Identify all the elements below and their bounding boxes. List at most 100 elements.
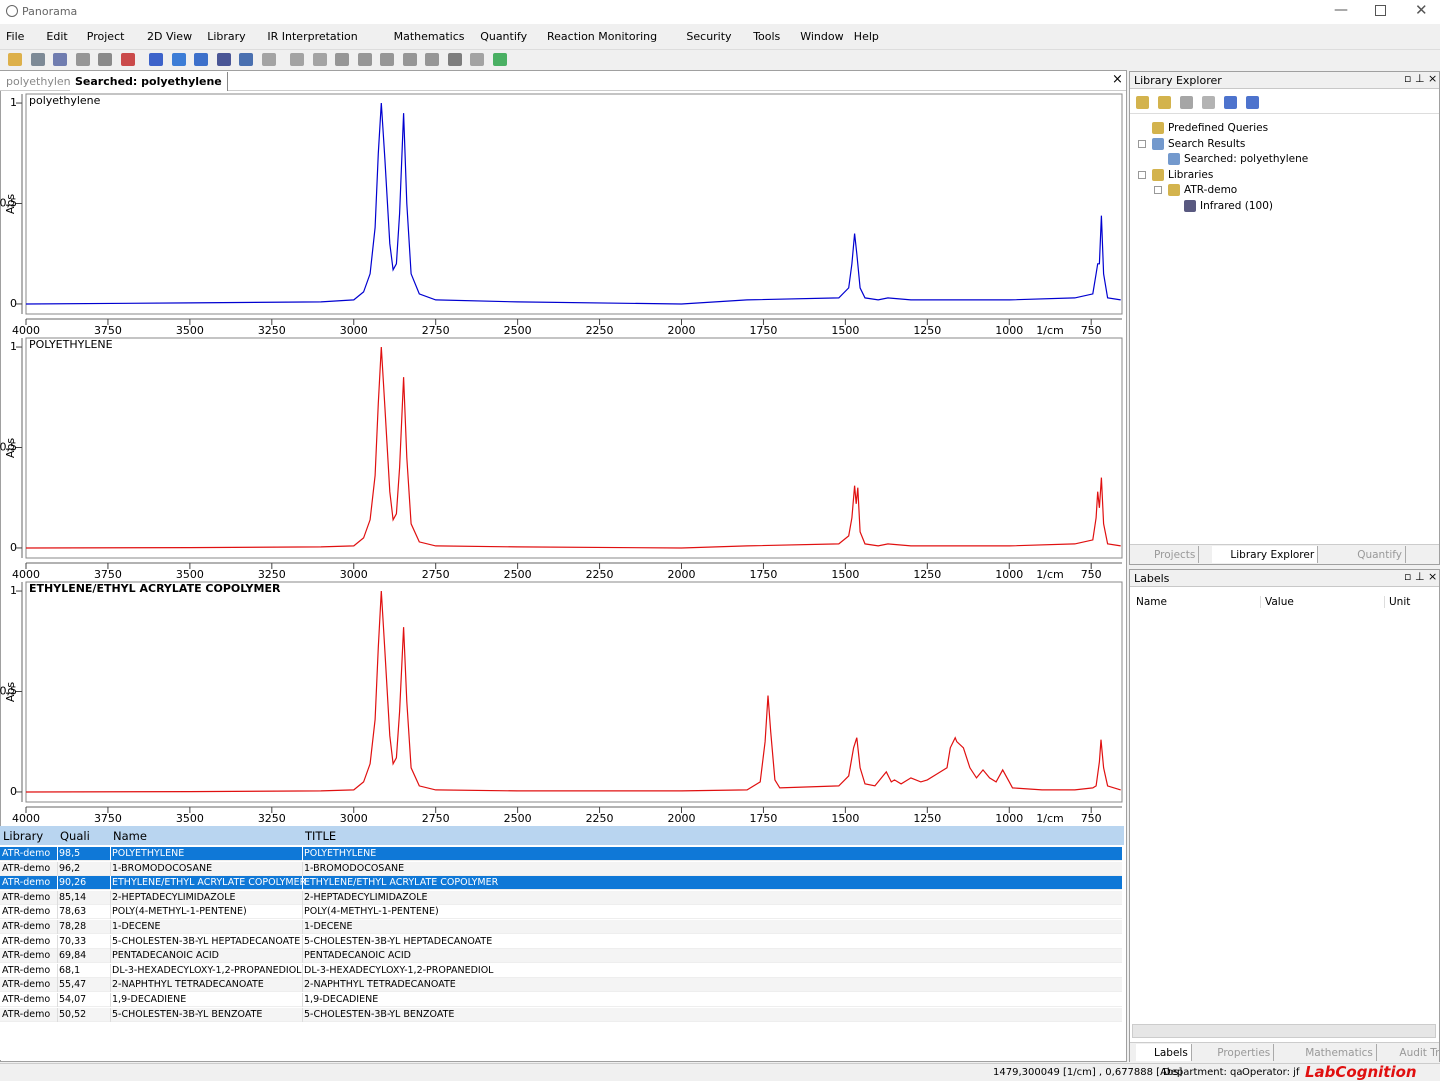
- toolbar-button[interactable]: [1136, 96, 1149, 109]
- table-row[interactable]: ATR-demo 85,14 2-HEPTADECYLIMIDAZOLE 2-HEPT…: [0, 890, 1122, 905]
- table-row[interactable]: ATR-demo 68,1 DL-3-HEXADECYLOXY-1,2-PROPAN…: [0, 963, 1122, 978]
- toolbar-button[interactable]: [261, 53, 276, 66]
- menu-item[interactable]: Project: [86, 30, 125, 43]
- toolbar-button[interactable]: [1158, 96, 1171, 109]
- table-row[interactable]: ATR-demo 70,33 5-CHOLESTEN-3B-YL HEPTADECA…: [0, 934, 1122, 949]
- panel-tab[interactable]: Projects: [1136, 546, 1200, 563]
- close-document[interactable]: ×: [1112, 72, 1123, 87]
- x-tick-label: 3000: [340, 324, 368, 337]
- panel-controls[interactable]: ▫ ⊥ ×: [1404, 570, 1438, 583]
- toolbar-button[interactable]: [120, 53, 135, 66]
- toolbar-button[interactable]: [312, 53, 327, 66]
- toolbar-button[interactable]: [53, 53, 67, 66]
- y-tick-label: 0: [10, 541, 17, 554]
- expander[interactable]: [1138, 139, 1146, 148]
- menu-item[interactable]: File: [6, 30, 25, 43]
- table-cell: 55,47: [59, 979, 87, 991]
- tree-icon: [1152, 168, 1164, 181]
- x-tick-label: 1500: [831, 812, 859, 825]
- toolbar-button[interactable]: [30, 53, 45, 66]
- menu-item[interactable]: Mathematics: [393, 30, 465, 43]
- menu-bar: File Edit Project 2D View Library IR Interpre…: [0, 26, 1440, 48]
- table-row[interactable]: ATR-demo 50,52 5-CHOLESTEN-3B-YL BENZOATE 5…: [0, 1007, 1122, 1022]
- table-row[interactable]: ATR-demo 55,47 2-NAPHTHYL TETRADECANOATE 2-…: [0, 978, 1122, 993]
- menu-item[interactable]: 2D View: [147, 30, 193, 43]
- document-tab[interactable]: Searched: polyethylene: [70, 72, 228, 91]
- cell-divider: [302, 934, 303, 949]
- column-header[interactable]: Value: [1260, 596, 1294, 608]
- toolbar-button[interactable]: [425, 53, 439, 66]
- menu-item[interactable]: Help: [853, 30, 879, 43]
- panel-tab[interactable]: Audit Trail: [1381, 1044, 1440, 1061]
- document-tab[interactable]: polyethylene: [6, 75, 78, 88]
- table-row[interactable]: ATR-demo 78,28 1-DECENE 1-DECENE: [0, 920, 1122, 934]
- tree-item[interactable]: Predefined Queries: [1168, 122, 1269, 134]
- h-scrollbar[interactable]: [1132, 1024, 1436, 1038]
- toolbar-button[interactable]: [1202, 96, 1215, 109]
- menu-item[interactable]: Library: [207, 30, 246, 43]
- table-row[interactable]: ATR-demo 78,63 POLY(4-METHYL-1-PENTENE) POL…: [0, 905, 1122, 920]
- y-tick-label: 1: [10, 340, 17, 353]
- tree-item[interactable]: Libraries: [1168, 168, 1214, 181]
- toolbar-button[interactable]: [335, 53, 349, 66]
- x-tick-label: 1000: [995, 812, 1023, 825]
- panel-controls[interactable]: ▫ ⊥ ×: [1404, 72, 1438, 85]
- column-header[interactable]: Quali: [60, 829, 90, 843]
- toolbar-button[interactable]: [402, 53, 417, 66]
- toolbar-button[interactable]: [492, 53, 507, 66]
- menu-item[interactable]: Security: [686, 30, 732, 43]
- tree-item[interactable]: Search Results: [1168, 137, 1246, 150]
- toolbar-button[interactable]: [1180, 96, 1193, 109]
- toolbar-button[interactable]: [216, 53, 231, 66]
- menu-item[interactable]: IR Interpretation: [267, 30, 358, 43]
- panel-tab[interactable]: Labels: [1136, 1044, 1192, 1061]
- toolbar-button[interactable]: [1224, 96, 1237, 109]
- panel-tab[interactable]: Mathematics: [1287, 1044, 1377, 1061]
- toolbar-button[interactable]: [470, 53, 484, 66]
- table-row[interactable]: ATR-demo 69,84 PENTADECANOIC ACID PENTADECA…: [0, 949, 1122, 964]
- column-header[interactable]: Name: [1136, 596, 1167, 608]
- cursor-position: 1479,300049 [1/cm] , 0,677888 [Abs]: [993, 1067, 1183, 1078]
- menu-item[interactable]: Tools: [753, 30, 781, 43]
- column-header[interactable]: Library: [3, 829, 44, 843]
- expander[interactable]: [1138, 170, 1146, 179]
- minimize-button[interactable]: —: [1334, 2, 1348, 18]
- tree-item[interactable]: Infrared (100): [1200, 199, 1273, 212]
- column-header[interactable]: TITLE: [305, 829, 337, 843]
- menu-item[interactable]: Window: [800, 30, 844, 43]
- menu-item[interactable]: Reaction Monitoring: [547, 30, 658, 43]
- table-row[interactable]: ATR-demo 98,5 POLYETHYLENE POLYETHYLENE: [0, 847, 1122, 861]
- column-header[interactable]: Name: [113, 829, 147, 843]
- expander[interactable]: [1154, 186, 1162, 194]
- toolbar-button[interactable]: [290, 53, 304, 66]
- toolbar-button[interactable]: [194, 53, 208, 66]
- menu-item[interactable]: Quantify: [480, 30, 528, 43]
- table-row[interactable]: ATR-demo 90,26 ETHYLENE/ETHYL ACRYLATE COP…: [0, 876, 1122, 891]
- table-cell: ETHYLENE/ETHYL ACRYLATE COPOLYMER: [304, 877, 499, 889]
- toolbar-button[interactable]: [8, 53, 22, 66]
- menu-item[interactable]: Edit: [46, 30, 68, 43]
- panel-tab[interactable]: Quantify: [1339, 546, 1406, 563]
- tree-item[interactable]: ATR-demo: [1184, 184, 1238, 196]
- toolbar-button[interactable]: [239, 53, 253, 66]
- library-tree: Predefined Queries Search Results Searched…: [1130, 116, 1439, 536]
- toolbar-button[interactable]: [357, 53, 372, 66]
- column-header[interactable]: Unit: [1384, 596, 1410, 608]
- panel-tab[interactable]: Properties: [1199, 1044, 1275, 1061]
- toolbar-button[interactable]: [98, 53, 112, 66]
- close-button[interactable]: ✕: [1415, 1, 1428, 19]
- y-tick-label: 0,5: [0, 684, 17, 697]
- toolbar-button[interactable]: [171, 53, 186, 66]
- toolbar-button[interactable]: [75, 53, 90, 66]
- table-row[interactable]: ATR-demo 96,2 1-BROMODOCOSANE 1-BROMODOCOSA…: [0, 861, 1122, 876]
- toolbar-button[interactable]: [380, 53, 394, 66]
- panel-header: Library Explorer ▫ ⊥ ×: [1130, 72, 1439, 89]
- cell-divider: [110, 978, 111, 993]
- toolbar-button[interactable]: [447, 53, 462, 66]
- toolbar-button[interactable]: [149, 53, 163, 66]
- maximize-button[interactable]: [1375, 5, 1386, 16]
- table-row[interactable]: ATR-demo 54,07 1,9-DECADIENE 1,9-DECADIENE: [0, 993, 1122, 1007]
- toolbar-button[interactable]: [1246, 96, 1259, 109]
- panel-tab[interactable]: Library Explorer: [1212, 546, 1319, 563]
- tree-item[interactable]: Searched: polyethylene: [1184, 153, 1309, 165]
